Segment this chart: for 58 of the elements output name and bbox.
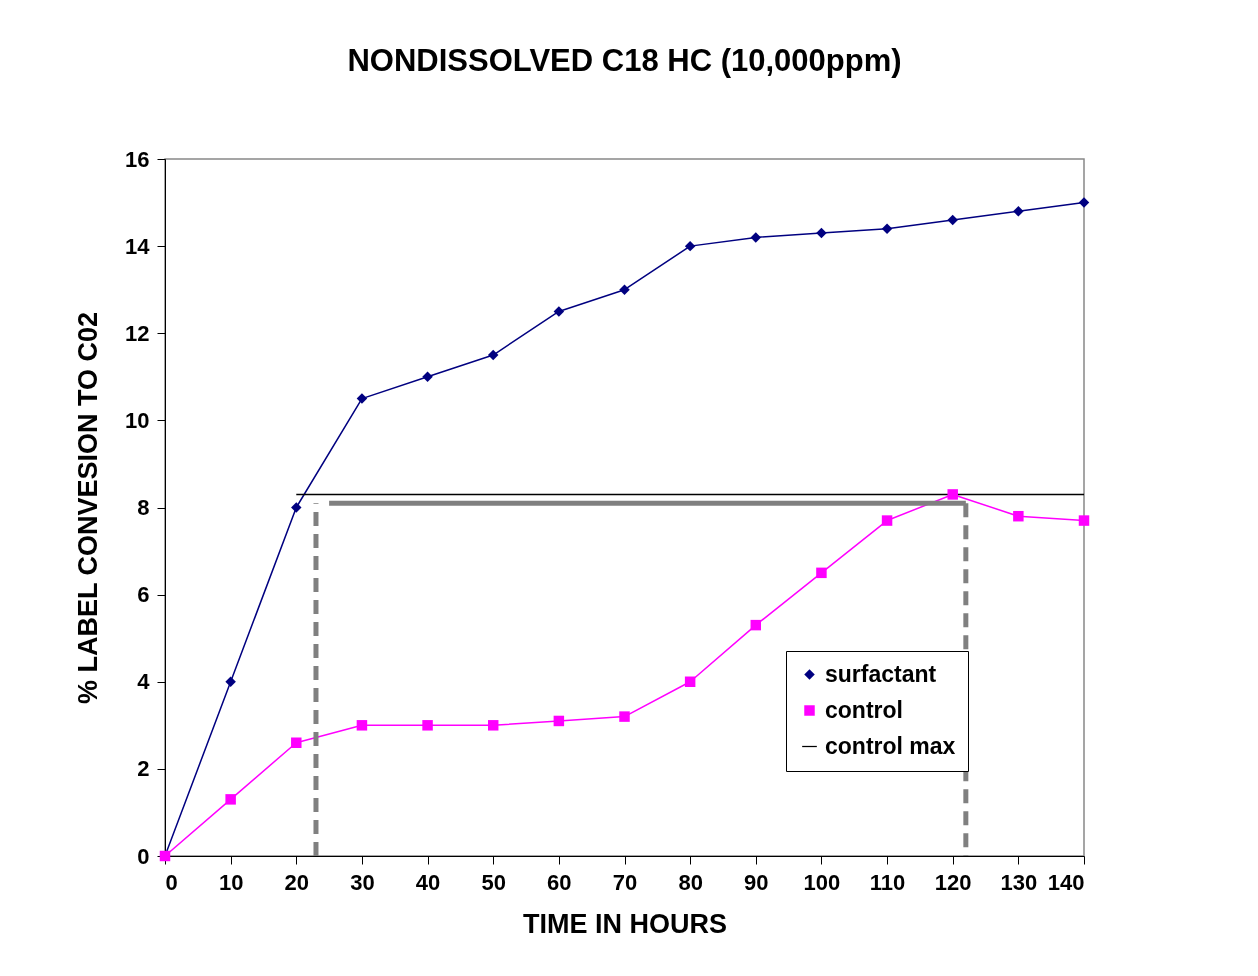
point — [947, 489, 958, 500]
x-tick-label: 20 — [284, 869, 310, 895]
x-tick-label: 0 — [165, 869, 178, 895]
x-tick-label: 70 — [612, 869, 638, 895]
y-tick-label: 4 — [137, 669, 151, 695]
point — [750, 232, 762, 243]
point — [487, 349, 499, 361]
point — [619, 284, 630, 295]
chart-title: NONDISSOLVED C18 HC (10,000ppm) — [347, 43, 902, 78]
point — [422, 720, 433, 731]
x-tick-label: 90 — [744, 869, 769, 895]
x-tick-label: 30 — [350, 869, 375, 895]
y-tick-label: 14 — [125, 233, 151, 259]
x-tick-label: 100 — [803, 869, 841, 895]
point — [750, 619, 762, 631]
point — [356, 393, 368, 404]
point — [553, 306, 565, 317]
y-tick-label: 6 — [137, 582, 150, 608]
point — [684, 676, 696, 687]
x-tick-label: 110 — [869, 869, 906, 895]
point — [881, 515, 893, 526]
y-tick-label: 16 — [125, 146, 150, 172]
y-tick-label: 0 — [137, 843, 150, 869]
point — [947, 214, 958, 226]
point — [816, 567, 827, 579]
point — [487, 720, 499, 731]
x-tick-label: 140 — [1047, 869, 1085, 895]
x-tick-label: 10 — [218, 869, 244, 895]
legend-label: control max — [825, 732, 956, 759]
y-tick-label: 12 — [125, 320, 150, 346]
legend-label: surfactant — [825, 660, 937, 687]
point — [816, 227, 827, 239]
y-tick-label: 8 — [137, 495, 150, 520]
point — [422, 371, 433, 383]
x-tick-label: 40 — [415, 869, 441, 895]
point — [619, 711, 630, 722]
y-tick-label: 2 — [137, 756, 150, 782]
point — [1013, 206, 1024, 217]
point — [881, 223, 893, 234]
point — [291, 502, 302, 513]
x-tick-label: 130 — [1000, 869, 1038, 895]
x-tick-label: 50 — [481, 869, 506, 895]
legend-label: control — [825, 696, 903, 723]
point — [684, 240, 696, 252]
point — [356, 720, 368, 731]
point — [225, 676, 236, 687]
x-tick-label: 80 — [678, 869, 703, 895]
point — [1013, 510, 1024, 522]
x-tick-label: 60 — [547, 869, 572, 895]
x-axis-title: TIME IN HOURS — [522, 908, 728, 939]
point — [553, 715, 565, 727]
x-tick-label: 120 — [934, 869, 972, 895]
point — [291, 737, 302, 748]
y-axis-title: % LABEL CONVESION TO C02 — [73, 311, 104, 705]
point — [1078, 515, 1090, 526]
point — [225, 794, 236, 805]
point — [1078, 197, 1090, 208]
y-tick-label: 10 — [125, 407, 150, 433]
